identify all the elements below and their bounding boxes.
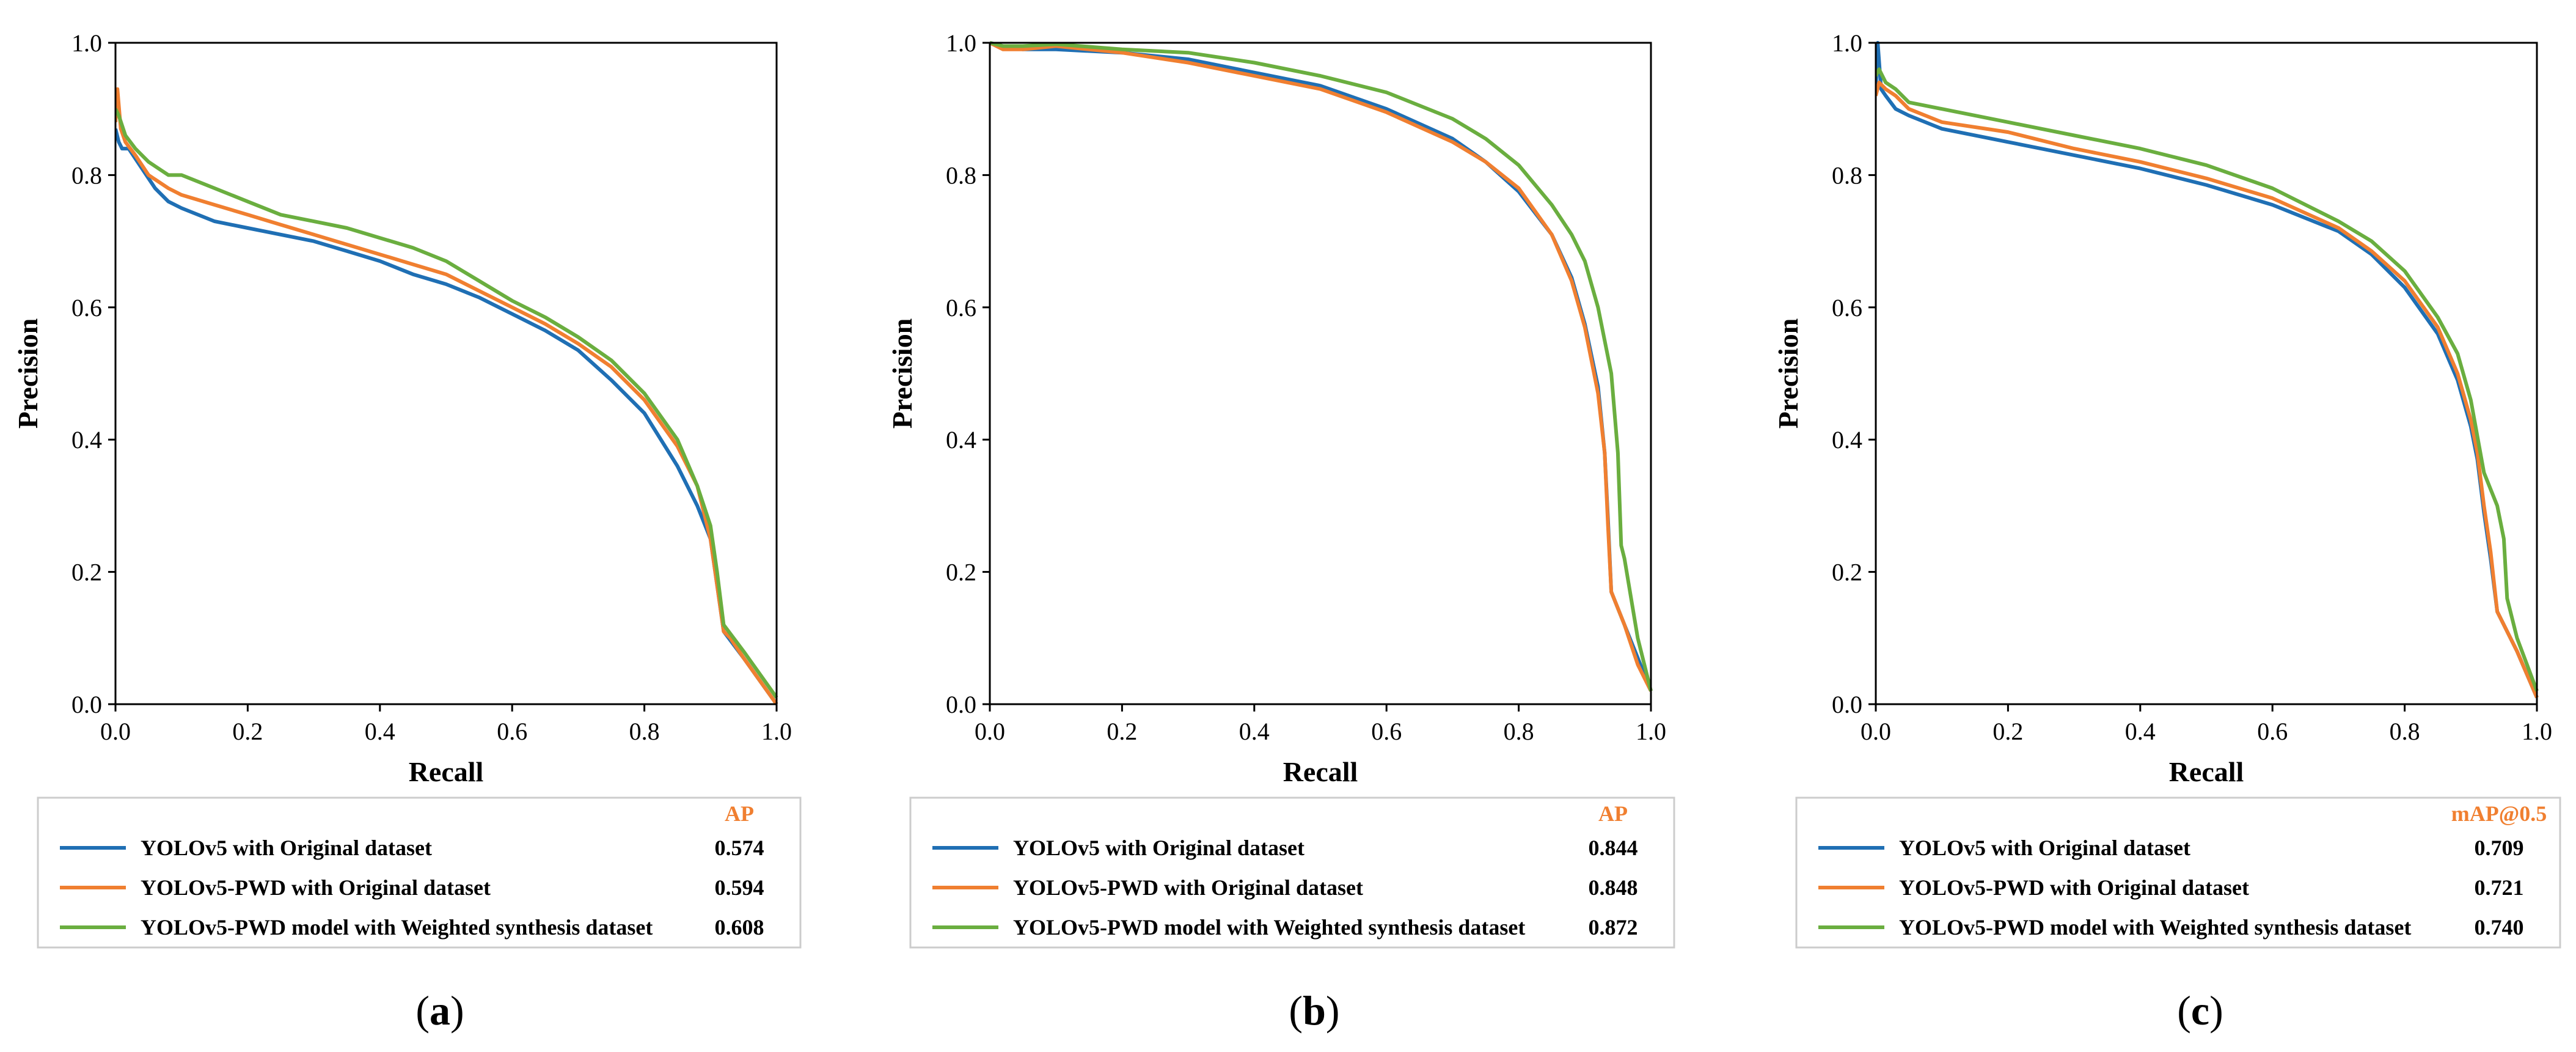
legend-entry-label: YOLOv5 with Original dataset — [141, 836, 432, 860]
series-line-yolov5_original — [115, 128, 778, 705]
x-axis-label: Recall — [1283, 756, 1358, 787]
legend-box — [1795, 796, 2561, 949]
y-tick-label: 0.2 — [946, 559, 976, 586]
y-tick-label: 0.8 — [71, 161, 102, 189]
y-tick-label: 0.2 — [1832, 559, 1862, 586]
x-tick-label: 0.6 — [1371, 718, 1402, 745]
legend-entry-score: 0.721 — [2475, 875, 2524, 900]
legend-entry-score: 0.844 — [1589, 836, 1638, 860]
x-tick-label: 0.0 — [100, 718, 131, 745]
legend-entry-score: 0.594 — [715, 875, 764, 900]
plot-frame — [989, 42, 1652, 705]
legend: AP YOLOv5 with Original dataset 0.844 YOLOv… — [909, 796, 1675, 949]
legend-entry-score: 0.848 — [1589, 875, 1638, 900]
x-tick-label: 0.8 — [1504, 718, 1534, 745]
y-tick-label: 0.0 — [1832, 691, 1862, 718]
x-tick-label: 0.6 — [497, 718, 527, 745]
series-line-yolov5_original — [990, 41, 1653, 692]
x-tick-label: 0.0 — [975, 718, 1005, 745]
y-tick-label: 0.8 — [946, 161, 976, 189]
y-tick-label: 0.4 — [946, 426, 976, 454]
panel-caption: (b) — [1289, 987, 1339, 1034]
x-tick-label: 0.4 — [1239, 718, 1270, 745]
legend-entry-score: 0.740 — [2475, 915, 2524, 940]
panel-c: 0.0 0.2 0.4 0.6 0.8 1.0 0.0 0.2 0.4 0.6 0.8 1.0 Reca… — [1773, 29, 2561, 1034]
panel-caption-letter: a — [430, 987, 450, 1034]
legend-entry-label: YOLOv5-PWD with Original dataset — [1013, 875, 1363, 900]
y-tick-label: 0.6 — [946, 294, 976, 322]
x-tick-label: 0.6 — [2257, 718, 2288, 745]
legend-entry-label: YOLOv5-PWD with Original dataset — [1899, 875, 2249, 900]
x-tick-label: 0.4 — [365, 718, 395, 745]
x-tick-label: 0.0 — [1861, 718, 1891, 745]
y-axis-label: Precision — [1773, 318, 1804, 429]
panel-caption: (c) — [2177, 987, 2223, 1034]
y-tick-label: 0.6 — [71, 294, 102, 322]
y-tick-label: 0.8 — [1832, 161, 1862, 189]
plot-frame — [114, 42, 778, 705]
legend-header: AP — [725, 801, 754, 826]
legend: mAP@0.5 YOLOv5 with Original dataset 0.709… — [1795, 796, 2561, 949]
panel-caption: (a) — [415, 987, 464, 1034]
x-tick-label: 0.4 — [2125, 718, 2156, 745]
y-tick-label: 0.0 — [71, 691, 102, 718]
legend-header: mAP@0.5 — [2451, 801, 2547, 826]
series-line-pwd_original — [1876, 80, 2539, 699]
series-line-pwd_original — [115, 87, 778, 705]
x-tick-label: 1.0 — [2522, 718, 2552, 745]
legend-entry-label: YOLOv5 with Original dataset — [1899, 836, 2190, 860]
panel-a: 0.0 0.2 0.4 0.6 0.8 1.0 0.0 0.2 0.4 0.6 0.8 1.0 Reca… — [12, 29, 802, 1034]
legend-box — [37, 796, 802, 949]
series-line-pwd_weighted — [1876, 67, 2539, 692]
y-axis-label: Precision — [12, 318, 43, 429]
y-tick-label: 0.4 — [71, 426, 102, 454]
x-tick-label: 0.2 — [232, 718, 263, 745]
y-tick-label: 0.4 — [1832, 426, 1862, 454]
legend-entry-label: YOLOv5-PWD with Original dataset — [141, 875, 491, 900]
x-tick-label: 1.0 — [761, 718, 792, 745]
y-tick-label: 1.0 — [946, 29, 976, 57]
panel-caption-letter: b — [1303, 987, 1326, 1034]
legend-box — [909, 796, 1675, 949]
y-tick-label: 0.0 — [946, 691, 976, 718]
x-tick-label: 0.8 — [629, 718, 660, 745]
panel-b: 0.0 0.2 0.4 0.6 0.8 1.0 0.0 0.2 0.4 0.6 0.8 1.0 Reca… — [887, 29, 1675, 1034]
x-tick-label: 0.8 — [2390, 718, 2420, 745]
x-tick-label: 0.2 — [1107, 718, 1137, 745]
x-tick-label: 0.2 — [1992, 718, 2023, 745]
legend-entry-score: 0.574 — [715, 836, 764, 860]
series-line-pwd_weighted — [115, 108, 778, 699]
legend-entry-score: 0.709 — [2475, 836, 2524, 860]
x-tick-label: 1.0 — [1636, 718, 1666, 745]
y-tick-label: 0.2 — [71, 559, 102, 586]
y-axis-label: Precision — [887, 318, 918, 429]
legend: AP YOLOv5 with Original dataset 0.574 YOLOv… — [37, 796, 802, 949]
legend-entry-label: YOLOv5-PWD model with Weighted synthesis… — [1899, 915, 2411, 940]
panel-caption-letter: c — [2191, 987, 2209, 1034]
legend-entry-label: YOLOv5-PWD model with Weighted synthesis… — [1013, 915, 1525, 940]
legend-entry-label: YOLOv5-PWD model with Weighted synthesis… — [141, 915, 653, 940]
x-axis-label: Recall — [409, 756, 484, 787]
y-tick-label: 0.6 — [1832, 294, 1862, 322]
x-axis-label: Recall — [2169, 756, 2244, 787]
legend-entry-score: 0.872 — [1589, 915, 1638, 940]
series-line-yolov5_original — [1876, 41, 2539, 699]
legend-header: AP — [1598, 801, 1628, 826]
legend-entry-label: YOLOv5 with Original dataset — [1013, 836, 1304, 860]
series-line-pwd_weighted — [990, 41, 1653, 692]
plot-frame — [1875, 42, 2538, 705]
series-line-pwd_original — [990, 41, 1653, 692]
legend-entry-score: 0.608 — [715, 915, 764, 940]
y-tick-label: 1.0 — [1832, 29, 1862, 57]
y-tick-label: 1.0 — [71, 29, 102, 57]
